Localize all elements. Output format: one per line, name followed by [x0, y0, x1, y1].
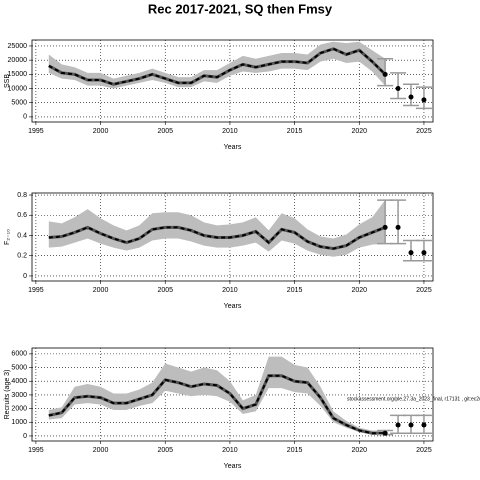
y-tick-label: 0	[23, 433, 27, 440]
x-tick-label: 2020	[351, 128, 367, 135]
forecast-point	[382, 71, 388, 77]
line-dash	[48, 374, 386, 435]
y-axis-label: SSB	[4, 74, 11, 88]
y-tick-label: 0.8	[17, 192, 27, 199]
y-axis-label: Recruits (age 3)	[4, 370, 11, 420]
forecast-point	[421, 97, 427, 103]
line-dash	[48, 226, 386, 250]
forecast-point	[395, 86, 401, 92]
x-tick-label: 2005	[157, 447, 173, 454]
x-tick-label: 1995	[28, 128, 44, 135]
x-tick-label: 2000	[93, 128, 109, 135]
y-tick-label: 2000	[11, 405, 27, 412]
forecast-point	[382, 224, 388, 230]
x-tick-label: 2025	[416, 447, 432, 454]
plot-frame	[31, 347, 434, 442]
plot-frame	[31, 192, 434, 282]
y-tick-label: 0.4	[17, 232, 27, 239]
y-tick-label: 10000	[8, 85, 28, 92]
y-tick-label: 25000	[8, 43, 28, 50]
y-tick-label: 6000	[11, 351, 27, 358]
x-tick-label: 2000	[93, 287, 109, 294]
confidence-band	[48, 356, 386, 435]
x-tick-label: 2005	[157, 128, 173, 135]
forecast-point	[382, 430, 388, 436]
x-tick-label: 2015	[287, 447, 303, 454]
x-tick-label: 1995	[28, 447, 44, 454]
plot-frame	[31, 39, 434, 123]
x-axis-label: Years	[224, 303, 242, 310]
y-tick-label: 0	[23, 114, 27, 121]
y-tick-label: 4000	[11, 378, 27, 385]
x-tick-label: 2015	[287, 287, 303, 294]
y-tick-label: 5000	[11, 100, 27, 107]
y-tick-label: 0.6	[17, 212, 27, 219]
x-tick-label: 2020	[351, 447, 367, 454]
line-dash	[48, 47, 386, 86]
y-tick-label: 0	[23, 273, 27, 280]
y-tick-label: 20000	[8, 57, 28, 64]
x-tick-label: 2020	[351, 287, 367, 294]
x-tick-label: 1995	[28, 287, 44, 294]
forecast-point	[408, 94, 414, 100]
forecast-point	[408, 422, 414, 428]
x-tick-label: 2015	[287, 128, 303, 135]
chart-title: Rec 2017-2021, SQ then Fmsy	[148, 1, 333, 16]
forecast-point	[421, 422, 427, 428]
y-tick-label: 15000	[8, 71, 28, 78]
x-tick-label: 2000	[93, 447, 109, 454]
x-tick-label: 2010	[222, 287, 238, 294]
x-tick-label: 2010	[222, 128, 238, 135]
y-tick-label: 5000	[11, 364, 27, 371]
forecast-point	[395, 422, 401, 428]
confidence-band	[48, 41, 386, 89]
x-tick-label: 2025	[416, 128, 432, 135]
annotation: stockassessment.org/ple.27.3a_2023_final…	[347, 396, 480, 402]
x-tick-label: 2025	[416, 287, 432, 294]
x-axis-label: Years	[224, 144, 242, 151]
y-tick-label: 3000	[11, 392, 27, 399]
x-axis-label: Years	[224, 463, 242, 470]
confidence-band	[48, 200, 386, 257]
y-axis-label: F₂₋₁₀	[4, 229, 11, 245]
y-tick-label: 0.2	[17, 253, 27, 260]
forecast-point	[421, 250, 427, 256]
y-tick-label: 1000	[11, 419, 27, 426]
x-tick-label: 2010	[222, 447, 238, 454]
forecast-point	[395, 224, 401, 230]
forecast-point	[408, 250, 414, 256]
x-tick-label: 2005	[157, 287, 173, 294]
